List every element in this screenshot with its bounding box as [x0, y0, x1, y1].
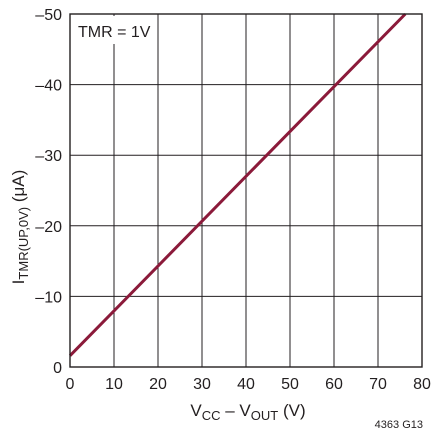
x-axis-label-subscript-2: OUT — [251, 408, 279, 423]
x-tick-label: 40 — [237, 376, 255, 393]
x-tick-label: 60 — [325, 376, 343, 393]
x-axis-label-subscript-1: CC — [202, 408, 221, 423]
y-tick-label: 0 — [53, 360, 62, 377]
x-axis-label: VCC – VOUT (V) — [190, 401, 305, 423]
figure-id: 4363 G13 — [375, 419, 423, 431]
plot-frame — [69, 13, 423, 368]
x-tick-labels: 0 10 20 30 40 50 60 70 80 — [66, 376, 431, 393]
y-axis-label-main: I — [9, 280, 28, 285]
grid — [69, 13, 423, 368]
x-tick-label: 70 — [369, 376, 387, 393]
y-tick-label: –40 — [35, 78, 62, 95]
x-tick-label: 0 — [66, 376, 75, 393]
y-axis-label: ITMR(UP,0V) (μA) — [9, 170, 31, 285]
x-tick-label: 50 — [281, 376, 299, 393]
y-axis-label-unit: (μA) — [9, 170, 28, 207]
x-axis-label-part-3: (V) — [278, 401, 305, 420]
x-tick-label: 20 — [149, 376, 167, 393]
y-tick-labels: 0 –10 –20 –30 –40 –50 — [35, 7, 62, 377]
x-axis-label-part-2: – V — [221, 401, 252, 420]
y-tick-label: –50 — [35, 7, 62, 24]
y-tick-label: –10 — [35, 289, 62, 306]
series-line — [68, 12, 407, 357]
x-tick-label: 80 — [413, 376, 431, 393]
x-tick-label: 10 — [105, 376, 123, 393]
y-tick-label: –30 — [35, 148, 62, 165]
series-layer — [68, 12, 407, 357]
y-tick-label: –20 — [35, 219, 62, 236]
y-axis-label-subscript: TMR(UP,0V) — [16, 207, 31, 280]
annotation-background — [73, 16, 157, 44]
x-tick-label: 30 — [193, 376, 211, 393]
x-axis-label-part-1: V — [190, 401, 202, 420]
annotation-label: TMR = 1V — [78, 24, 151, 41]
